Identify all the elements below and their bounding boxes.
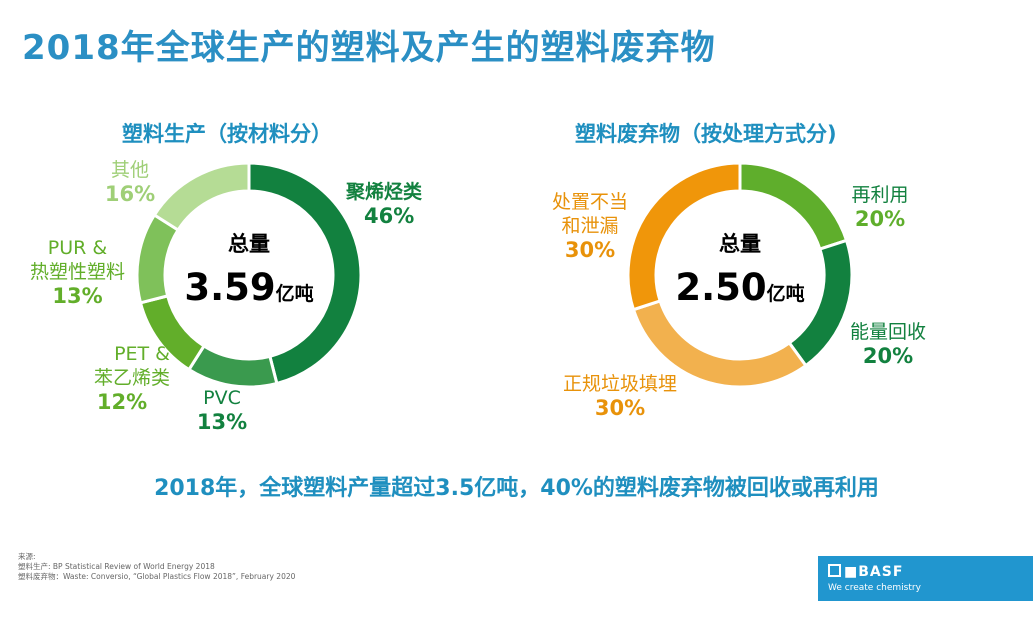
donut-slice xyxy=(626,161,742,312)
total-label: 总量 xyxy=(228,232,270,256)
slice-label-pvc: PVC 13% xyxy=(196,387,248,434)
logo-square-icon xyxy=(828,564,841,577)
total-label: 总量 xyxy=(719,232,761,256)
chart-title-waste: 塑料废弃物（按处理方式分) xyxy=(575,122,837,146)
summary-text: 2018年，全球塑料产量超过3.5亿吨，40%的塑料废弃物被回收或再利用 xyxy=(154,476,879,501)
slice-label-recycle: 再利用 20% xyxy=(851,184,909,231)
source-note: 来源: 塑料生产: BP Statistical Review of World… xyxy=(18,552,296,581)
donut-slice xyxy=(186,343,279,389)
slice-label-mismanaged: 处置不当 和泄漏 30% xyxy=(551,191,628,262)
slice-label-other: 其他 16% xyxy=(104,159,156,206)
chart-title-production: 塑料生产（按材料分） xyxy=(122,122,332,146)
total-value: 2.50亿吨 xyxy=(675,266,805,309)
donut-slice xyxy=(247,161,363,386)
slice-label-pur: PUR & 热塑性塑料 13% xyxy=(29,237,125,308)
donut-slice xyxy=(152,161,251,233)
page-title: 2018年全球生产的塑料及产生的塑料废弃物 xyxy=(22,28,716,68)
slice-label-energy: 能量回收 20% xyxy=(849,321,926,368)
slice-label-polyolefins: 聚烯烃类 46% xyxy=(346,181,423,228)
brand-tagline: We create chemistry xyxy=(828,583,921,593)
slice-label-landfill: 正规垃圾填埋 30% xyxy=(562,373,677,420)
brand-banner: ■BASF We create chemistry xyxy=(818,556,1033,601)
total-value: 3.59亿吨 xyxy=(184,266,314,309)
production-total: 总量 3.59亿吨 xyxy=(169,228,329,309)
waste-total: 总量 2.50亿吨 xyxy=(660,228,820,309)
waste-donut-chart xyxy=(626,161,854,389)
slice-label-pet: PET & 苯乙烯类 12% xyxy=(93,343,170,414)
basf-logo: ■BASF xyxy=(828,564,903,580)
production-donut-chart xyxy=(135,161,363,389)
